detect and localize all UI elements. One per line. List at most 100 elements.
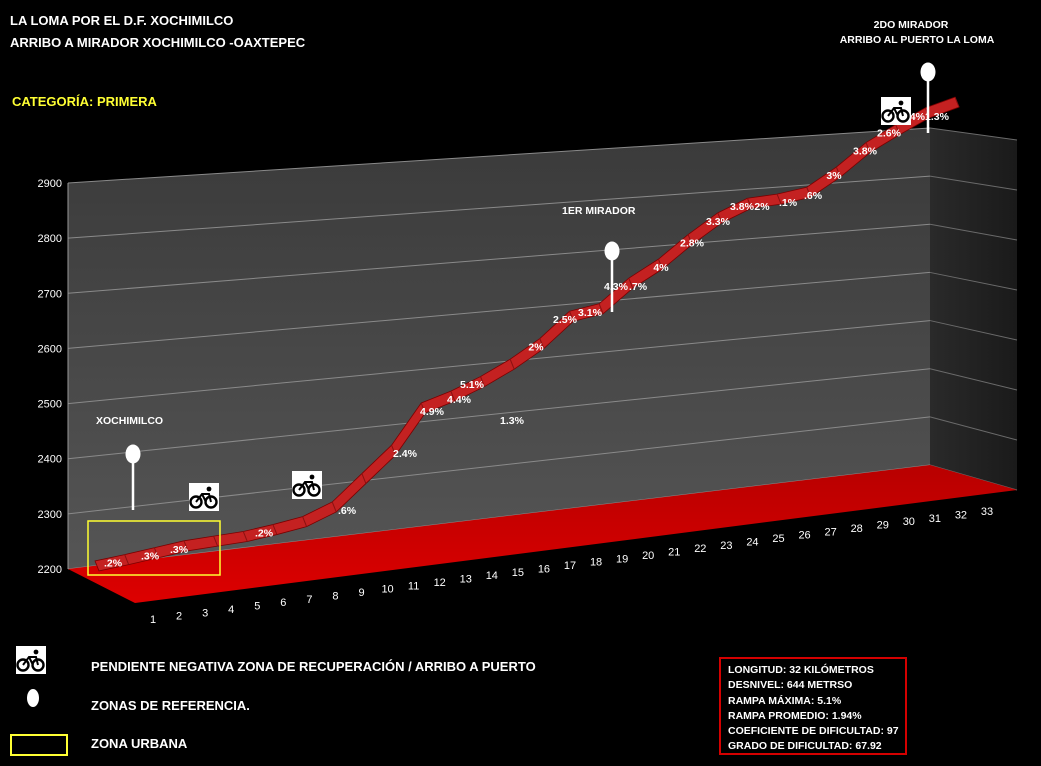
grade-label: 3%: [826, 170, 842, 182]
grade-labels: .2% .3% .3% .2% .6% 2.4% 4.9%4.4% 5.1% 1.3% 2% 2.5…: [104, 111, 950, 570]
x-tick-label: 16: [538, 563, 550, 575]
legend-recovery: [16, 646, 46, 677]
x-tick-label: 2: [176, 611, 182, 623]
y-tick-label: 2200: [38, 564, 62, 576]
x-tick-label: 7: [306, 594, 312, 606]
x-tick-label: 30: [903, 516, 915, 528]
ribbon-segment: [717, 212, 723, 224]
grade-label: 2.5%: [553, 314, 578, 326]
grade-label: 3.1%: [578, 307, 603, 319]
ribbon-segment: [628, 277, 634, 289]
gridline-side-2700: [929, 223, 1018, 241]
ribbon-segment: [806, 187, 812, 198]
y-tick-label: 2500: [38, 399, 62, 411]
x-tick-label: 11: [408, 580, 419, 592]
x-tick-label: 29: [877, 520, 889, 532]
x-tick-label: 17: [564, 560, 576, 572]
y-axis: 2200 2300 2400 2500 2600 2700 2800 2900: [38, 178, 69, 576]
ribbon-segment: [420, 402, 426, 414]
ribbon-segment: [361, 473, 367, 484]
mirador2-label-line1: 2DO MIRADOR: [874, 19, 949, 31]
bicycle-frame: [298, 481, 315, 491]
category-label: CATEGORÍA: PRIMERA: [12, 94, 157, 109]
legend-urban-label: ZONA URBANA: [91, 736, 188, 751]
ribbon-segment: [657, 258, 663, 270]
x-tick-label: 18: [590, 557, 602, 569]
ribbon-segment: [954, 96, 960, 108]
x-tick-label: 25: [772, 533, 784, 545]
legend-urban-swatch: [10, 734, 68, 756]
grade-label: .6%: [338, 505, 357, 517]
y-tick-label: 2300: [38, 509, 62, 521]
pin-icon: [27, 689, 39, 707]
bicycle-rider: [898, 100, 904, 106]
bicycle-marker-km6: [292, 471, 322, 499]
chart-walls: [68, 128, 1017, 569]
gridline-side-2800: [929, 175, 1018, 191]
grade-label: 3.8%: [730, 201, 755, 213]
info-desnivel: DESNIVEL: 644 METRSO: [728, 679, 853, 692]
grade-label: .3%: [170, 544, 189, 556]
bicycle-icon: [16, 646, 46, 674]
ribbon-segment: [450, 390, 456, 402]
back-wall: [68, 128, 930, 569]
ribbon-segment: [183, 540, 189, 552]
info-coef: COEFICIENTE DE DIFICULTAD: 97: [728, 725, 899, 738]
grade-label: 4.3%: [604, 281, 629, 293]
bicycle-rider: [206, 486, 212, 492]
grade-label: 2.8%: [680, 238, 705, 250]
bicycle-wheel: [881, 109, 895, 123]
annotations: XOCHIMILCO 1ER MIRADOR 2DO MIRADOR ARRIB…: [87, 19, 995, 576]
legend-reference: [25, 688, 41, 715]
x-tick-label: 1: [150, 614, 156, 626]
ribbon-segment: [746, 198, 752, 209]
ribbon-segment: [213, 535, 219, 547]
grade-label: 4.4%: [447, 394, 472, 406]
info-grado: GRADO DE DIFICULTAD: 67.92: [728, 740, 882, 753]
ribbon-segment: [124, 554, 130, 565]
y-tick-label: 2600: [38, 343, 62, 355]
grade-label: 3.3%: [706, 216, 731, 228]
ribbon-segment: [776, 193, 782, 205]
gridline-2700: [67, 223, 931, 294]
x-tick-label: 33: [981, 506, 993, 518]
gridline-side-2400: [929, 368, 1018, 391]
mirador2-label-line2: ARRIBO AL PUERTO LA LOMA: [840, 34, 995, 46]
ribbon-segment: [865, 142, 871, 153]
gridline-2900: [67, 127, 931, 184]
gridline-side-2600: [929, 271, 1018, 291]
x-tick-label: 8: [332, 590, 338, 602]
grade-label: .2%: [255, 528, 274, 540]
reference-pin-mirador2: [920, 62, 936, 133]
ribbon-segment: [509, 359, 515, 370]
grade-label: 1.3%: [500, 415, 525, 427]
x-tick-label: 13: [460, 574, 472, 586]
gridline-2600: [67, 271, 931, 349]
route-summary-box: LONGITUD: 32 KILÓMETROS DESNIVEL: 644 ME…: [719, 657, 907, 755]
x-tick-label: 22: [694, 543, 706, 555]
bicycle-frame: [887, 107, 904, 117]
legend-reference-label: ZONAS DE REFERENCIA.: [91, 698, 250, 713]
y-tick-label: 2700: [38, 288, 62, 300]
ribbon-segment: [895, 124, 901, 135]
bicycle-marker-km3: [189, 483, 219, 511]
grade-label: 4.9%: [420, 406, 445, 418]
info-rampa-max: RAMPA MÁXIMA: 5.1%: [728, 694, 842, 707]
x-tick-label: 32: [955, 509, 967, 521]
chart-floor: [68, 465, 1017, 603]
elevation-ribbon: [94, 96, 960, 572]
gridline-2400: [67, 368, 931, 460]
x-tick-label: 10: [381, 584, 393, 596]
grade-label: 2.4%: [393, 448, 418, 460]
x-tick-label: 5: [254, 601, 260, 613]
gridline-2500: [67, 320, 931, 405]
grade-label: 4%: [653, 262, 669, 274]
ribbon-segment: [835, 166, 841, 178]
bicycle-wheel: [292, 483, 306, 497]
info-longitud: LONGITUD: 32 KILÓMETROS: [728, 664, 874, 676]
y-tick-label: 2800: [38, 233, 62, 245]
legend-recovery-label: PENDIENTE NEGATIVA ZONA DE RECUPERACIÓN …: [91, 659, 536, 674]
grade-label: .3%: [141, 551, 160, 563]
xochimilco-label: XOCHIMILCO: [96, 415, 163, 427]
grade-label: .1%: [779, 197, 798, 209]
